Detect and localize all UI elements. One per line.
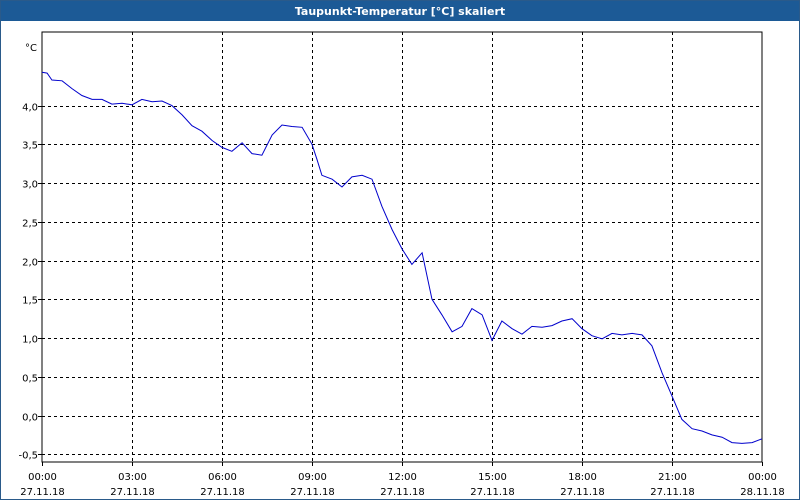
y-tick-label: 3,0 bbox=[22, 180, 38, 191]
x-tick-date: 27.11.18 bbox=[20, 487, 65, 498]
series-line-0 bbox=[41, 71, 763, 444]
plot-frame bbox=[41, 31, 763, 463]
x-tick-date: 27.11.18 bbox=[650, 487, 695, 498]
y-tick-label: 2,5 bbox=[22, 219, 38, 230]
x-tick-time: 18:00 bbox=[568, 472, 597, 483]
y-tick-label: 4,0 bbox=[22, 103, 38, 114]
y-tick-label: 1,5 bbox=[22, 296, 38, 307]
x-tick-date: 27.11.18 bbox=[560, 487, 605, 498]
x-tick-date: 27.11.18 bbox=[110, 487, 155, 498]
y-tick-label: 0,0 bbox=[22, 413, 38, 424]
x-tick-date: 27.11.18 bbox=[200, 487, 245, 498]
x-tick-time: 00:00 bbox=[28, 472, 57, 483]
chart-title: Taupunkt-Temperatur [°C] skaliert bbox=[1, 1, 799, 21]
x-tick-time: 03:00 bbox=[118, 472, 147, 483]
x-tick-time: 21:00 bbox=[658, 472, 687, 483]
y-tick-label: -0,5 bbox=[18, 451, 38, 462]
x-tick-date: 27.11.18 bbox=[470, 487, 515, 498]
line-chart: -0,5 0,0 0,5 1,0 1,5 2,0 2,5 3,0 3,5 4,0 °C 00:00 27… bbox=[18, 31, 785, 498]
x-tick-time: 09:00 bbox=[298, 472, 327, 483]
x-tick-time: 06:00 bbox=[208, 472, 237, 483]
y-tick-label: 3,5 bbox=[22, 141, 38, 152]
x-tick-time: 12:00 bbox=[388, 472, 417, 483]
x-tick-time: 15:00 bbox=[478, 472, 507, 483]
x-tick-date: 28.11.18 bbox=[740, 487, 785, 498]
y-unit-label: °C bbox=[25, 43, 37, 54]
y-tick-label: 1,0 bbox=[22, 335, 38, 346]
x-tick-date: 27.11.18 bbox=[290, 487, 335, 498]
x-tick-date: 27.11.18 bbox=[380, 487, 425, 498]
plot-area: -0,5 0,0 0,5 1,0 1,5 2,0 2,5 3,0 3,5 4,0 °C 00:00 27… bbox=[1, 21, 799, 499]
y-tick-label: 0,5 bbox=[22, 374, 38, 385]
y-tick-label: 2,0 bbox=[22, 258, 38, 269]
x-tick-time: 00:00 bbox=[748, 472, 777, 483]
